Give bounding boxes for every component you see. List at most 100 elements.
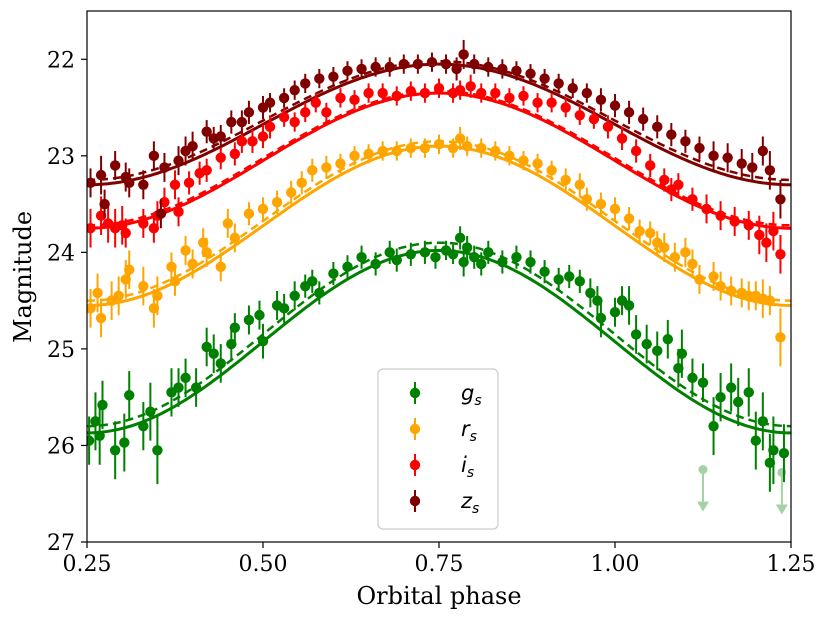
data-point-g	[525, 250, 536, 274]
data-point-i	[761, 223, 772, 263]
data-point-r	[490, 141, 501, 161]
data-point-r	[187, 249, 198, 279]
data-point-i	[349, 90, 360, 110]
data-point-z	[159, 152, 170, 182]
data-point-i	[504, 88, 515, 108]
data-point-i	[264, 115, 276, 139]
data-point-r	[680, 237, 691, 267]
data-point-i	[377, 83, 388, 103]
y-tick-label: 25	[47, 338, 75, 363]
data-point-g	[119, 413, 130, 472]
data-point-i	[775, 234, 786, 274]
data-point-g	[215, 344, 226, 383]
data-point-r	[138, 266, 149, 306]
data-point-g	[278, 293, 290, 323]
data-point-i	[659, 168, 670, 192]
data-point-z	[497, 59, 508, 79]
data-point-z	[539, 68, 550, 89]
data-point-z	[370, 57, 381, 77]
legend-entry-z: zs	[409, 489, 479, 517]
data-point-r	[715, 271, 726, 301]
data-point-i	[229, 142, 241, 166]
data-point-g	[476, 252, 487, 276]
data-point-r	[447, 138, 459, 158]
data-point-r	[405, 138, 417, 158]
data-point-g	[124, 371, 135, 420]
legend-label: rs	[461, 417, 477, 445]
data-point-z	[426, 52, 438, 72]
data-point-i	[574, 105, 585, 125]
data-point-r	[95, 298, 107, 338]
data-point-r	[257, 197, 269, 221]
data-point-g	[725, 363, 737, 412]
axes: 0.25 0.50 0.75 1.00 1.25 22 23 24 25 26 27	[47, 48, 815, 577]
data-point-r	[113, 276, 124, 316]
data-point-r	[764, 286, 776, 316]
data-point-i	[247, 129, 258, 153]
data-point-g	[190, 368, 202, 407]
data-point-i	[183, 171, 195, 195]
data-point-g	[768, 416, 779, 485]
data-point-g	[641, 324, 652, 364]
data-point-i	[138, 208, 149, 238]
y-tick-label: 27	[47, 531, 75, 556]
data-point-z	[243, 100, 255, 124]
data-point-g	[595, 298, 607, 338]
data-point-r	[215, 252, 226, 282]
data-point-z	[187, 131, 198, 161]
data-point-i	[546, 93, 557, 113]
data-point-g	[254, 300, 265, 330]
data-point-g	[585, 278, 596, 308]
data-point-r	[419, 138, 431, 158]
data-point-r	[169, 266, 181, 296]
data-point-r	[243, 202, 255, 226]
data-point-i	[588, 109, 600, 129]
data-point-i	[321, 102, 332, 123]
model-solid-g	[87, 248, 791, 435]
data-point-r	[87, 289, 96, 328]
data-point-z	[356, 59, 367, 79]
data-point-z	[708, 141, 719, 171]
data-point-i	[405, 81, 417, 101]
data-point-r	[687, 249, 698, 279]
data-point-z	[722, 143, 733, 173]
data-point-g	[356, 245, 367, 269]
x-tick-label: 1.00	[591, 552, 640, 577]
data-point-i	[169, 170, 181, 200]
data-point-i	[645, 153, 656, 178]
data-point-g	[152, 416, 163, 485]
y-tick-label: 24	[47, 241, 75, 266]
data-point-z	[215, 124, 226, 149]
data-point-i	[715, 201, 726, 231]
data-point-i	[743, 210, 754, 240]
data-point-i	[419, 83, 431, 103]
data-point-z	[511, 61, 522, 81]
data-point-r	[363, 144, 374, 164]
data-point-r	[725, 276, 737, 306]
data-point-g	[715, 373, 726, 422]
data-point-g	[90, 392, 101, 451]
data-point-i	[673, 173, 684, 197]
data-point-z	[666, 122, 677, 147]
data-point-r	[476, 138, 487, 158]
data-point-r	[574, 173, 585, 197]
data-point-g	[87, 416, 95, 465]
data-point-g	[539, 260, 550, 284]
x-tick-label: 0.25	[63, 552, 112, 577]
data-point-g	[138, 402, 149, 451]
y-tick-label: 23	[47, 145, 75, 170]
data-point-r	[623, 206, 635, 231]
data-point-g	[652, 331, 663, 371]
data-point-i	[433, 78, 445, 98]
data-point-i	[532, 93, 543, 113]
data-point-g	[497, 250, 508, 274]
data-point-z	[567, 78, 578, 98]
data-point-r	[609, 197, 621, 221]
data-point-g	[145, 382, 156, 441]
data-point-z	[138, 170, 149, 200]
data-point-z	[155, 199, 167, 229]
data-point-z	[300, 73, 311, 94]
data-point-i	[476, 83, 487, 103]
x-tick-label: 0.50	[239, 552, 288, 577]
data-point-r	[581, 187, 593, 211]
